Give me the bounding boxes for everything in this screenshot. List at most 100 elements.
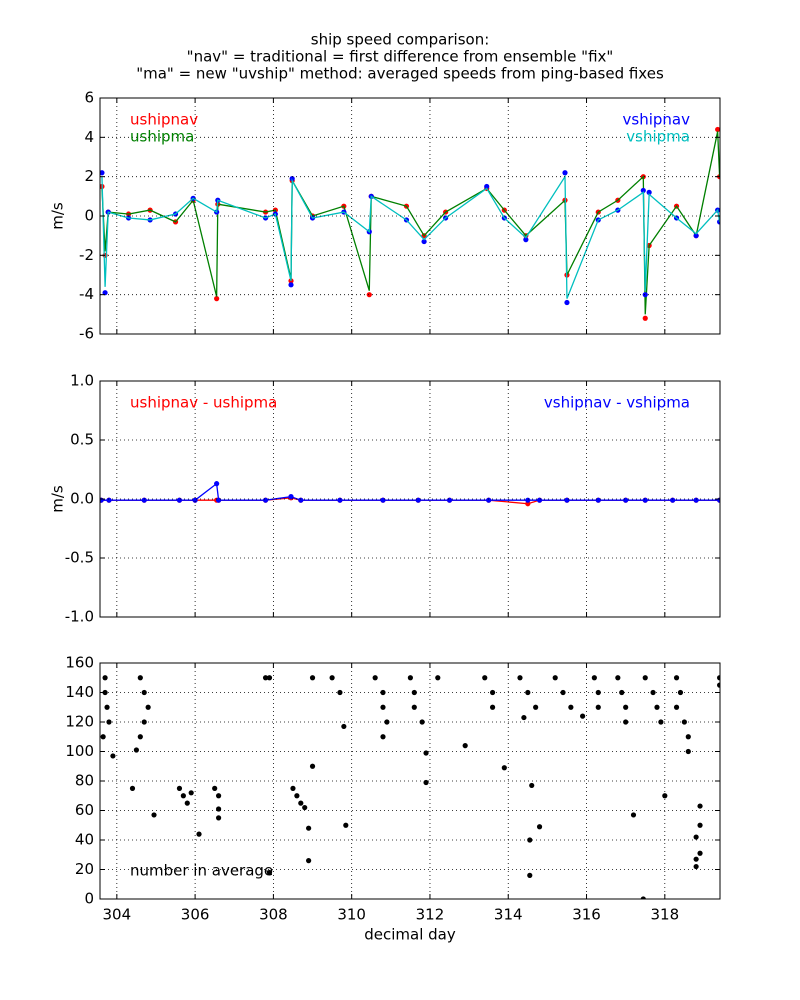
chart-title: "nav" = traditional = first difference f… bbox=[187, 48, 614, 66]
data-point bbox=[673, 675, 680, 681]
data-point bbox=[289, 176, 295, 182]
data-point bbox=[685, 734, 691, 740]
data-point bbox=[564, 299, 570, 306]
x-tick-label: 312 bbox=[416, 906, 445, 924]
data-point bbox=[151, 812, 157, 818]
data-point bbox=[693, 497, 699, 503]
data-point bbox=[100, 497, 104, 503]
y-tick-label: 80 bbox=[75, 772, 94, 790]
data-point bbox=[419, 719, 425, 725]
data-point bbox=[380, 704, 386, 710]
data-point bbox=[298, 800, 304, 806]
data-point bbox=[525, 689, 531, 696]
data-point bbox=[489, 704, 496, 710]
data-point bbox=[306, 858, 312, 864]
chart-title: "ma" = new "uvship" method: averaged spe… bbox=[136, 65, 664, 83]
data-point bbox=[137, 675, 143, 681]
data-point bbox=[595, 704, 601, 710]
data-point bbox=[595, 689, 601, 696]
data-point bbox=[484, 183, 490, 190]
x-tick-label: 314 bbox=[494, 906, 523, 924]
data-point bbox=[262, 497, 269, 503]
data-point bbox=[501, 765, 507, 771]
data-point bbox=[673, 704, 680, 710]
data-point bbox=[536, 824, 543, 830]
x-tick-label: 316 bbox=[572, 906, 601, 924]
data-point bbox=[640, 187, 646, 194]
data-point bbox=[560, 689, 566, 696]
data-point bbox=[106, 497, 112, 503]
legend-label: ushipma bbox=[130, 128, 194, 146]
series-line bbox=[101, 482, 720, 501]
data-point bbox=[564, 497, 570, 503]
data-point bbox=[110, 753, 116, 759]
data-point bbox=[642, 675, 648, 681]
series-line bbox=[101, 174, 720, 299]
data-point bbox=[619, 689, 625, 696]
y-tick-label: -4 bbox=[79, 285, 94, 303]
y-tick-label: 140 bbox=[65, 683, 94, 701]
data-point bbox=[595, 497, 601, 503]
chart-title: ship speed comparison: bbox=[311, 31, 490, 49]
data-point bbox=[214, 481, 220, 487]
data-point bbox=[188, 790, 194, 796]
y-tick-label: 4 bbox=[84, 128, 94, 146]
data-point bbox=[415, 497, 421, 503]
data-point bbox=[670, 497, 676, 503]
y-axis-label: m/s bbox=[49, 202, 67, 230]
x-axis-label: decimal day bbox=[364, 926, 456, 944]
legend-label: vshipma bbox=[626, 128, 690, 146]
data-point bbox=[366, 292, 372, 298]
x-tick-label: 304 bbox=[103, 906, 132, 924]
data-point bbox=[380, 734, 386, 740]
axes-frame bbox=[99, 380, 721, 618]
x-tick-label: 308 bbox=[259, 906, 288, 924]
y-tick-label: 0 bbox=[84, 890, 94, 908]
annotation: number in average bbox=[130, 862, 273, 880]
data-point bbox=[100, 734, 106, 740]
data-point bbox=[623, 719, 629, 725]
data-point bbox=[650, 689, 656, 696]
data-point bbox=[102, 689, 108, 696]
data-point bbox=[343, 822, 349, 828]
data-point bbox=[527, 837, 533, 843]
y-tick-label: 0 bbox=[84, 207, 94, 225]
y-tick-label: 0.5 bbox=[70, 431, 94, 449]
legend-label: ushipnav bbox=[130, 111, 198, 129]
series-line bbox=[101, 131, 720, 315]
axes-frame bbox=[99, 97, 721, 335]
data-point bbox=[100, 170, 105, 176]
data-point bbox=[215, 806, 222, 812]
data-point bbox=[462, 743, 468, 749]
data-point bbox=[309, 763, 316, 769]
data-point bbox=[411, 704, 417, 710]
data-point bbox=[523, 237, 529, 243]
data-point bbox=[642, 497, 648, 503]
data-point bbox=[341, 723, 347, 730]
y-tick-label: 60 bbox=[75, 801, 94, 819]
data-point bbox=[693, 834, 699, 840]
data-point bbox=[384, 719, 390, 725]
data-point bbox=[552, 675, 558, 681]
data-point bbox=[568, 704, 574, 710]
data-point bbox=[533, 704, 539, 710]
y-tick-label: 160 bbox=[65, 654, 94, 672]
data-point bbox=[309, 675, 316, 681]
data-point bbox=[527, 872, 533, 879]
y-tick-label: -0.5 bbox=[65, 549, 94, 567]
legend-label: vshipnav - vshipma bbox=[544, 394, 690, 412]
y-tick-label: 2 bbox=[84, 167, 94, 185]
axes-frame bbox=[99, 662, 721, 900]
data-point bbox=[372, 675, 378, 681]
data-point bbox=[176, 785, 183, 791]
data-point bbox=[337, 497, 343, 503]
data-point bbox=[145, 704, 151, 710]
data-point bbox=[214, 296, 220, 302]
data-point bbox=[298, 497, 304, 503]
data-point bbox=[266, 869, 273, 876]
y-axis-label: m/s bbox=[49, 485, 67, 513]
data-point bbox=[697, 850, 703, 856]
data-point bbox=[717, 682, 720, 688]
y-tick-label: -1.0 bbox=[65, 608, 94, 626]
